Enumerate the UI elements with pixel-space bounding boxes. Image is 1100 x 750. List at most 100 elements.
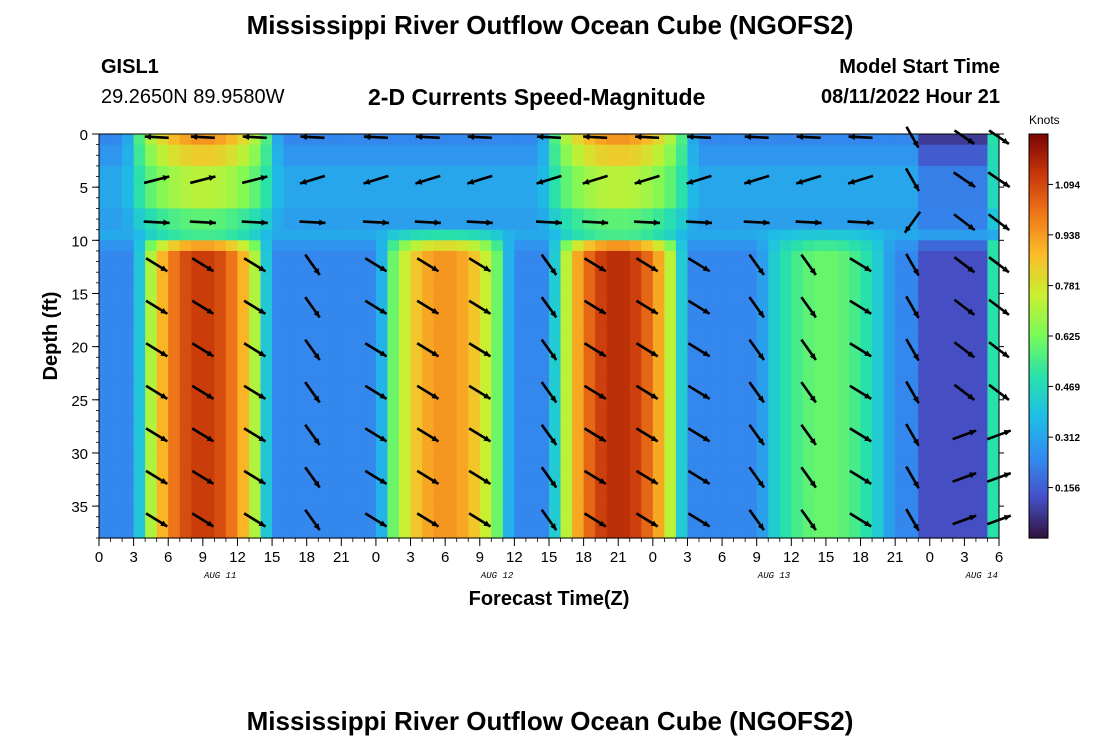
heatmap-cell <box>99 389 112 401</box>
heatmap-cell <box>941 495 954 507</box>
heatmap-cell <box>202 144 215 156</box>
x-tick-label: 18 <box>298 549 315 566</box>
heatmap-cell <box>895 134 908 146</box>
heatmap-cell <box>364 346 377 358</box>
heatmap-cell <box>110 314 123 326</box>
heatmap-cell <box>895 474 908 486</box>
heatmap-cell <box>710 474 723 486</box>
heatmap-cell <box>652 219 665 231</box>
heatmap-cell <box>122 314 135 326</box>
heatmap-cell <box>168 452 181 465</box>
heatmap-cell <box>525 336 539 348</box>
heatmap-cell <box>479 378 492 390</box>
heatmap-cell <box>710 325 723 337</box>
heatmap-cell <box>352 516 365 528</box>
heatmap-cell <box>583 208 596 220</box>
heatmap-cell <box>433 442 446 454</box>
heatmap-cell <box>341 357 354 369</box>
heatmap-cell <box>399 144 412 156</box>
heatmap-cell <box>687 516 700 528</box>
heatmap-cell <box>952 229 965 241</box>
heatmap-cell <box>652 527 665 539</box>
current-arrow <box>953 129 976 146</box>
heatmap-cell <box>237 357 250 369</box>
heatmap-cell <box>502 134 515 146</box>
heatmap-cell <box>249 431 262 443</box>
heatmap-cell <box>283 197 296 210</box>
heatmap-cell <box>872 442 885 454</box>
colorbar-tick-label: 0.781 <box>1055 282 1080 293</box>
heatmap-cell <box>168 314 181 326</box>
heatmap-cell <box>502 399 515 412</box>
heatmap-cell <box>929 346 942 358</box>
heatmap-cell <box>525 452 539 465</box>
heatmap-cell <box>675 474 689 486</box>
heatmap-cell <box>479 399 492 412</box>
heatmap-cell <box>295 219 308 231</box>
heatmap-cell <box>987 442 1000 454</box>
heatmap-cell <box>179 336 192 348</box>
heatmap-cell <box>710 495 723 507</box>
heatmap-cell <box>122 474 135 486</box>
heatmap-cell <box>606 346 619 358</box>
heatmap-cell <box>918 250 931 263</box>
heatmap-cell <box>445 272 458 284</box>
heatmap-cell <box>618 378 631 390</box>
heatmap-cell <box>433 219 446 231</box>
heatmap-cell <box>768 208 781 220</box>
heatmap-cell <box>364 208 377 220</box>
heatmap-cell <box>99 421 112 433</box>
heatmap-cell <box>133 197 146 210</box>
heatmap-cell <box>964 378 977 390</box>
heatmap-cell <box>179 484 192 497</box>
heatmap-cell <box>802 506 815 518</box>
heatmap-cell <box>895 389 908 401</box>
heatmap-cell <box>306 208 319 220</box>
heatmap-cell <box>883 410 896 422</box>
heatmap-cell <box>941 261 954 273</box>
heatmap-cell <box>329 282 342 295</box>
heatmap-cell <box>606 421 619 433</box>
heatmap-cell <box>699 484 712 497</box>
heatmap-cell <box>560 421 573 433</box>
heatmap-cell <box>941 282 954 295</box>
heatmap-cell <box>214 250 227 263</box>
heatmap-cell <box>422 367 435 380</box>
heatmap-cell <box>525 155 539 167</box>
heatmap-cell <box>191 250 204 263</box>
heatmap-cell <box>260 463 273 475</box>
heatmap-cell <box>929 410 942 422</box>
heatmap-cell <box>260 399 273 412</box>
heatmap-cell <box>595 336 608 348</box>
heatmap-cell <box>352 176 365 188</box>
heatmap-cell <box>733 336 746 348</box>
heatmap-cell <box>237 484 250 497</box>
heatmap-cell <box>214 378 227 390</box>
heatmap-cell <box>652 378 665 390</box>
heatmap-cell <box>525 304 539 316</box>
heatmap-cell <box>975 208 989 220</box>
heatmap-cell <box>179 155 192 167</box>
current-arrow <box>849 512 872 528</box>
heatmap-cell <box>375 282 389 295</box>
heatmap-cell <box>560 336 573 348</box>
heatmap-cell <box>572 516 585 528</box>
heatmap-cell <box>583 484 596 497</box>
heatmap-cell <box>283 134 296 146</box>
heatmap-cell <box>295 134 308 146</box>
heatmap-cell <box>191 240 204 252</box>
heatmap-cell <box>491 495 504 507</box>
heatmap-cell <box>225 229 239 241</box>
heatmap-cell <box>179 314 192 326</box>
heatmap-cell <box>352 282 365 295</box>
heatmap-cell <box>710 261 723 273</box>
heatmap-cell <box>595 282 608 295</box>
y-tick-label: 30 <box>71 446 88 463</box>
heatmap-cell <box>537 367 550 380</box>
heatmap-cell <box>191 293 204 305</box>
heatmap-cell <box>756 527 769 539</box>
heatmap-cell <box>145 367 158 380</box>
y-tick-label: 0 <box>80 127 88 144</box>
heatmap-cell <box>549 293 562 305</box>
heatmap-cell <box>964 495 977 507</box>
